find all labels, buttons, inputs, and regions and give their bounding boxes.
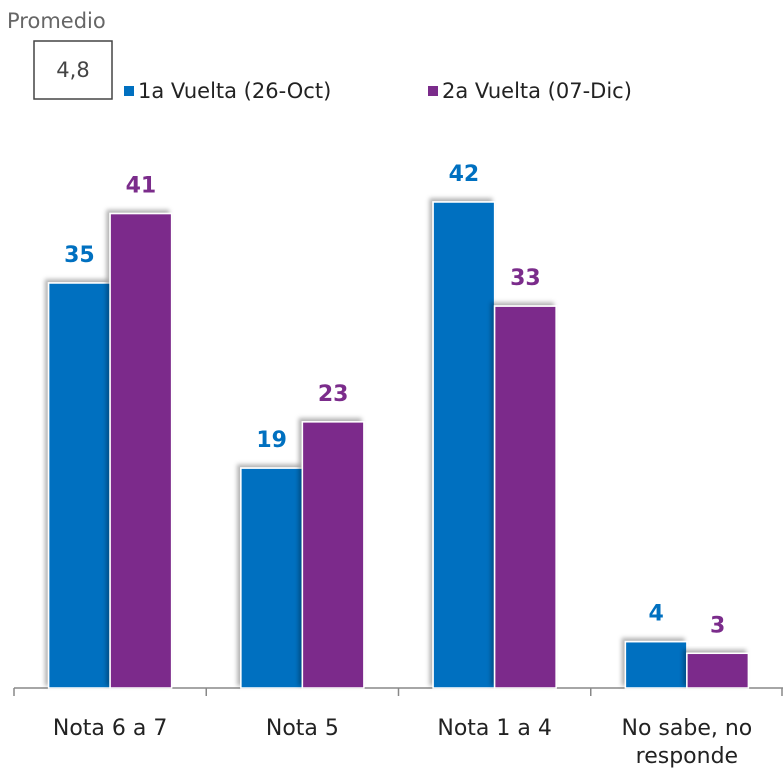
- average-value: 4,8: [56, 58, 89, 82]
- bar: [240, 467, 304, 689]
- legend-swatch: [428, 86, 438, 96]
- bar: [624, 640, 688, 689]
- legend-swatch: [124, 86, 134, 96]
- value-label: 19: [256, 428, 287, 453]
- value-label: 23: [318, 382, 349, 407]
- value-label: 41: [126, 174, 157, 199]
- average-box: [33, 40, 113, 100]
- value-label: 33: [510, 266, 541, 291]
- value-label: 35: [64, 243, 95, 268]
- bar: [493, 305, 557, 689]
- legend-label: 1a Vuelta (26-Oct): [138, 79, 331, 103]
- bar: [686, 652, 750, 689]
- bar: [432, 201, 496, 689]
- value-label: 4: [648, 602, 663, 627]
- bar: [301, 421, 365, 689]
- x-tick-label: Nota 1 a 4: [437, 716, 552, 741]
- bar: [109, 212, 173, 689]
- x-tick-label: Nota 6 a 7: [52, 716, 168, 741]
- x-tick-label: No sabe, no responde: [621, 716, 753, 769]
- value-label: 3: [710, 613, 725, 638]
- legend-label: 2a Vuelta (07-Dic): [442, 79, 632, 103]
- chart-title: Promedio: [7, 9, 106, 33]
- bar: [47, 282, 111, 689]
- value-label: 42: [449, 162, 480, 187]
- x-tick-label: Nota 5: [265, 716, 339, 741]
